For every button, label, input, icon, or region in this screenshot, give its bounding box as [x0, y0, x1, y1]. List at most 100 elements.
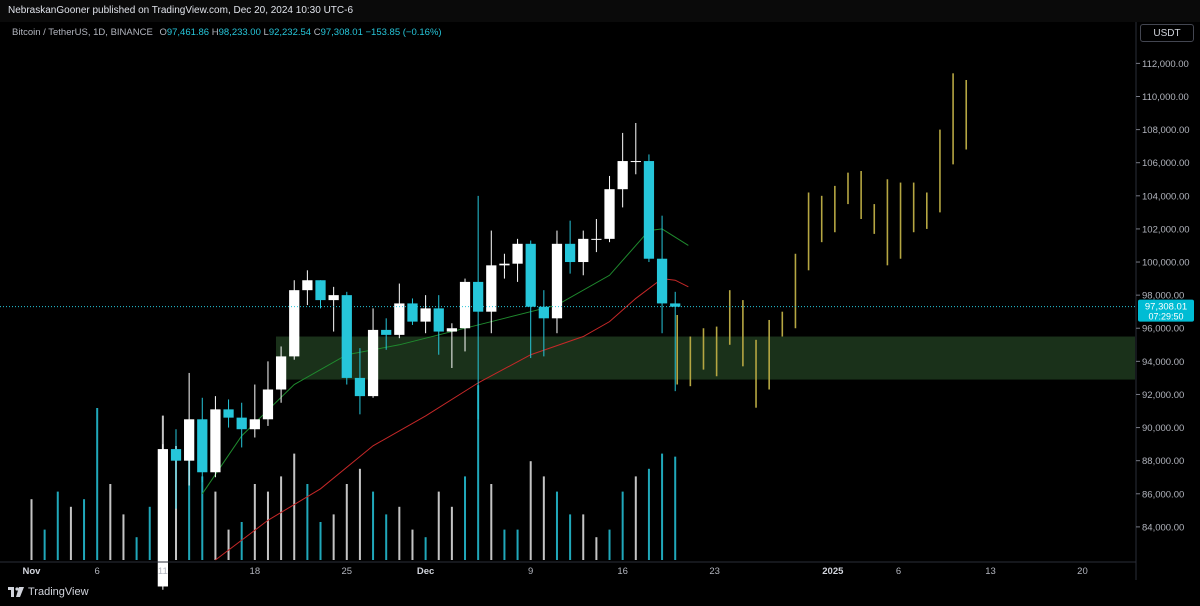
candle[interactable]: [420, 295, 431, 334]
candle[interactable]: [617, 132, 628, 208]
candle[interactable]: [670, 291, 681, 392]
volume-bar: [647, 468, 650, 560]
candle[interactable]: [157, 444, 168, 590]
volume-bar: [319, 522, 322, 560]
candle[interactable]: [473, 195, 484, 420]
candle-body: [525, 243, 536, 307]
candle[interactable]: [564, 220, 576, 274]
candle[interactable]: [210, 396, 221, 478]
volume-bar: [135, 537, 138, 560]
candle[interactable]: [354, 348, 366, 415]
candle[interactable]: [578, 230, 589, 276]
time-axis-label: 6: [896, 566, 901, 577]
volume-bar: [253, 484, 256, 560]
open-label: O: [159, 27, 167, 38]
volume-bar: [582, 514, 585, 560]
candle[interactable]: [315, 280, 326, 309]
symbol-title[interactable]: Bitcoin / TetherUS, 1D, BINANCE: [12, 27, 153, 38]
price-axis-label: 108,000.00: [1142, 125, 1190, 136]
candle[interactable]: [367, 308, 379, 398]
candle-body: [591, 238, 602, 240]
last-price-label: 97,308.01: [1145, 302, 1187, 313]
volume-bar: [148, 506, 151, 560]
volume-bar: [240, 522, 243, 560]
candle-body: [341, 295, 352, 378]
candle-body: [170, 449, 182, 461]
volume-bar: [608, 529, 611, 560]
high-value: 98,233.00: [218, 27, 261, 38]
candle[interactable]: [236, 402, 247, 448]
candle[interactable]: [197, 397, 208, 483]
candle[interactable]: [407, 298, 418, 325]
candle[interactable]: [486, 230, 497, 334]
price-axis-label: 92,000.00: [1142, 390, 1184, 401]
candle[interactable]: [643, 154, 655, 263]
time-axis-label: 20: [1077, 566, 1088, 577]
volume-bar: [109, 484, 112, 560]
candle-body: [407, 303, 418, 322]
volume-bar: [56, 491, 59, 560]
volume-bar: [490, 484, 493, 560]
candle[interactable]: [512, 238, 523, 282]
candle[interactable]: [630, 122, 641, 175]
volume-bar: [477, 385, 480, 560]
candle-body: [236, 417, 247, 430]
candle-body: [670, 303, 681, 307]
volume-bar: [332, 514, 335, 560]
currency-button[interactable]: USDT: [1140, 24, 1194, 42]
candle[interactable]: [656, 215, 668, 334]
candle-body: [486, 265, 497, 312]
candle[interactable]: [446, 323, 458, 368]
candle[interactable]: [459, 278, 471, 352]
candle[interactable]: [591, 218, 602, 253]
candle[interactable]: [525, 240, 536, 359]
candle[interactable]: [328, 286, 339, 332]
volume-bar: [161, 415, 164, 560]
volume-bar: [411, 529, 414, 560]
candle-body: [656, 258, 668, 304]
candle[interactable]: [394, 283, 405, 339]
candle[interactable]: [275, 346, 287, 403]
candle-body: [249, 419, 260, 430]
candle-body: [433, 308, 444, 332]
candle[interactable]: [184, 372, 195, 486]
candle[interactable]: [262, 361, 274, 426]
candle[interactable]: [538, 290, 549, 357]
time-axis-label: 16: [617, 566, 628, 577]
volume-bar: [175, 446, 178, 560]
volume-bar: [542, 476, 545, 560]
candle[interactable]: [302, 270, 313, 306]
candle[interactable]: [604, 175, 615, 243]
time-axis-label: 23: [709, 566, 720, 577]
last-price-badge-bg: [1138, 299, 1194, 322]
ema-fast-line: [201, 228, 689, 495]
candle-body: [381, 329, 392, 335]
candle-body: [184, 419, 195, 461]
low-label: L: [263, 27, 269, 38]
volume-bar: [398, 506, 401, 560]
candle[interactable]: [223, 399, 234, 428]
candle[interactable]: [289, 280, 300, 360]
candle[interactable]: [170, 429, 182, 509]
price-axis-label: 94,000.00: [1142, 357, 1184, 368]
candle[interactable]: [551, 230, 563, 334]
tradingview-logo[interactable]: TradingView: [8, 586, 89, 598]
volume-bar: [280, 476, 283, 560]
header-bar: NebraskanGooner published on TradingView…: [0, 0, 1200, 22]
candle[interactable]: [499, 253, 510, 279]
volume-bar: [122, 514, 125, 560]
candle-body: [367, 329, 379, 397]
candle[interactable]: [249, 384, 260, 438]
candle[interactable]: [341, 291, 352, 385]
volume-bar: [661, 453, 664, 560]
candle[interactable]: [381, 318, 392, 350]
volume-bar: [634, 476, 637, 560]
candle[interactable]: [433, 295, 444, 355]
candle-body: [262, 389, 274, 420]
bar-countdown: 07:29:50: [1148, 312, 1183, 322]
price-axis-label: 102,000.00: [1142, 224, 1190, 235]
volume-bar: [424, 537, 427, 560]
candle-body: [617, 161, 628, 190]
